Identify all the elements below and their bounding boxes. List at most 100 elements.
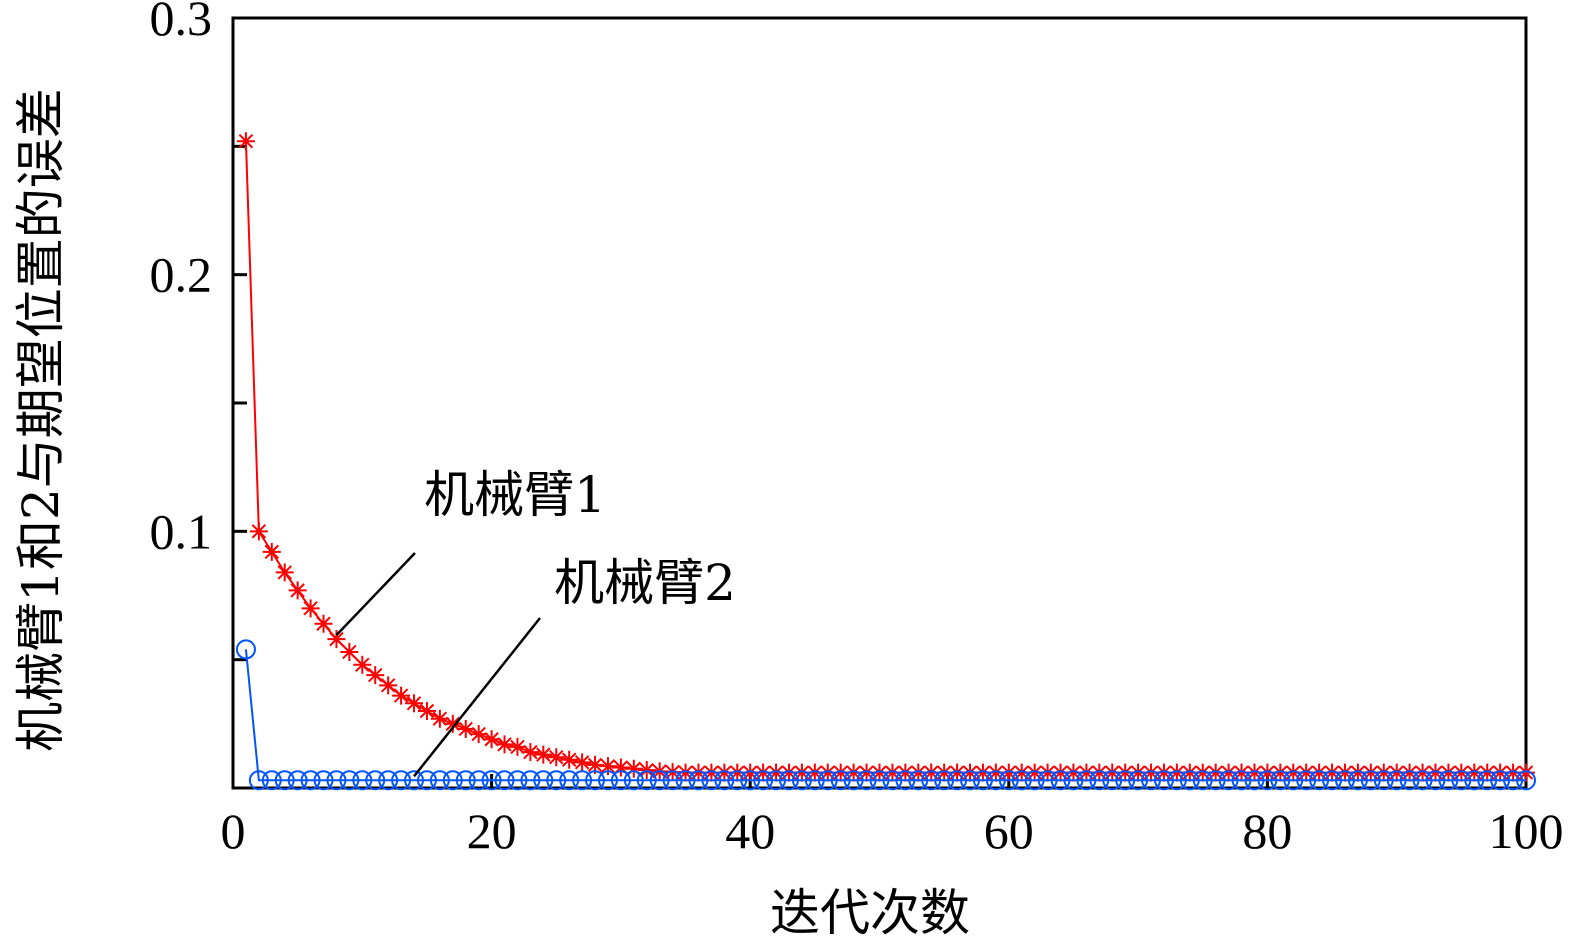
series-line	[244, 649, 1526, 782]
data-point	[1244, 770, 1265, 791]
data-point	[689, 763, 708, 782]
data-point	[1503, 770, 1524, 791]
data-point	[1386, 770, 1407, 791]
y-tick-label: 0.2	[150, 247, 213, 303]
data-point	[1399, 770, 1420, 791]
data-point	[1141, 770, 1162, 791]
data-point	[998, 770, 1019, 791]
data-point	[791, 770, 812, 791]
data-point	[1425, 770, 1446, 791]
data-point	[534, 745, 553, 764]
series-2	[235, 639, 1536, 791]
x-tick-label: 60	[984, 803, 1034, 859]
data-point	[1219, 763, 1238, 782]
data-point	[262, 542, 281, 561]
data-point	[443, 714, 462, 733]
data-point	[507, 770, 528, 791]
data-point	[767, 763, 786, 782]
data-point	[456, 719, 475, 738]
data-point	[300, 770, 321, 791]
data-point	[1477, 770, 1498, 791]
data-point	[1297, 763, 1316, 782]
data-point	[1387, 763, 1406, 782]
data-point	[469, 725, 488, 744]
annotation-leader-line	[335, 552, 416, 636]
data-point	[236, 132, 255, 151]
data-point	[1374, 763, 1393, 782]
data-point	[895, 770, 916, 791]
data-point	[779, 763, 798, 782]
data-point	[1089, 770, 1110, 791]
data-point	[1245, 763, 1264, 782]
data-point	[1334, 770, 1355, 791]
annotation-label: 机械臂2	[554, 554, 736, 612]
data-point	[288, 581, 307, 600]
data-point	[1361, 763, 1380, 782]
data-point	[636, 770, 657, 791]
data-point	[494, 770, 515, 791]
data-point	[416, 770, 437, 791]
data-point	[818, 763, 837, 782]
data-point	[1348, 763, 1367, 782]
data-point	[546, 770, 567, 791]
data-point	[1038, 763, 1057, 782]
data-point	[287, 770, 308, 791]
data-point	[378, 770, 399, 791]
data-point	[1116, 763, 1135, 782]
data-point	[1360, 770, 1381, 791]
data-point	[1218, 770, 1239, 791]
data-point	[1412, 770, 1433, 791]
data-point	[804, 770, 825, 791]
data-point	[985, 770, 1006, 791]
x-axis-title: 迭代次数	[770, 884, 970, 942]
data-point	[1206, 763, 1225, 782]
data-point	[1205, 770, 1226, 791]
data-point	[559, 770, 580, 791]
data-point	[1322, 770, 1343, 791]
data-point	[1335, 763, 1354, 782]
data-point	[1063, 770, 1084, 791]
data-point	[637, 761, 656, 780]
data-point	[404, 770, 425, 791]
data-point	[728, 763, 747, 782]
data-point	[1451, 770, 1472, 791]
data-point	[662, 770, 683, 791]
data-point	[521, 743, 540, 762]
data-point	[624, 759, 643, 778]
series-line	[244, 141, 1526, 774]
data-point	[482, 730, 501, 749]
data-point	[468, 770, 489, 791]
data-point	[1257, 770, 1278, 791]
data-point	[1128, 770, 1149, 791]
axis-ticks: 0 20 40 60 80 100 0.1 0.2 0.3	[150, 0, 1564, 859]
data-point	[586, 755, 605, 774]
data-point	[1323, 763, 1342, 782]
data-point	[676, 763, 695, 782]
data-point	[1400, 763, 1419, 782]
data-point	[481, 770, 502, 791]
data-point	[1464, 770, 1485, 791]
data-point	[1284, 763, 1303, 782]
data-point	[935, 763, 954, 782]
data-point	[611, 758, 630, 777]
data-point	[1115, 770, 1136, 791]
data-point	[754, 763, 773, 782]
data-point	[1167, 763, 1186, 782]
x-tick-label: 100	[1489, 803, 1564, 859]
data-point	[882, 770, 903, 791]
data-point	[379, 676, 398, 695]
x-tick-label: 20	[467, 803, 517, 859]
data-point	[1076, 770, 1097, 791]
data-point	[597, 770, 618, 791]
series-layer	[235, 132, 1536, 791]
data-point	[1011, 770, 1032, 791]
data-point	[1103, 763, 1122, 782]
data-point	[340, 642, 359, 661]
data-point	[1283, 770, 1304, 791]
data-point	[366, 666, 385, 685]
data-point	[1142, 763, 1161, 782]
data-point	[1166, 770, 1187, 791]
data-point	[778, 770, 799, 791]
data-point	[896, 763, 915, 782]
data-point	[857, 763, 876, 782]
